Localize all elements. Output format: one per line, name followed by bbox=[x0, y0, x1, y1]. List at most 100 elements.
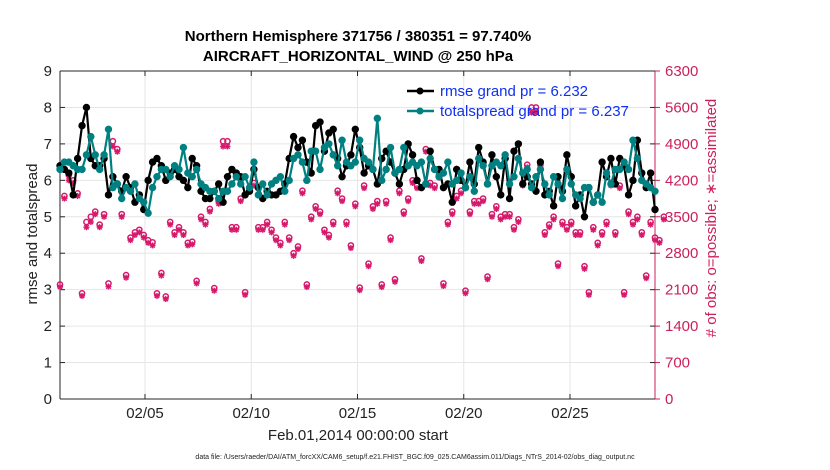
obs-assimilated-point bbox=[449, 211, 456, 218]
obs-assimilated-stroke bbox=[321, 229, 328, 236]
obs-assimilated-stroke bbox=[83, 224, 90, 230]
obs-assimilated-stroke bbox=[348, 245, 354, 251]
rmse-point bbox=[360, 169, 368, 177]
obs-assimilated-point bbox=[123, 274, 130, 281]
totalspread-point bbox=[250, 158, 258, 166]
rmse-point bbox=[316, 118, 324, 126]
obs-assimilated-stroke bbox=[511, 227, 517, 233]
rmse-point bbox=[144, 176, 152, 185]
obs-assimilated-stroke bbox=[387, 237, 394, 243]
obs-assimilated-point bbox=[387, 237, 394, 244]
totalspread-point bbox=[241, 172, 249, 181]
totalspread-point bbox=[585, 183, 593, 192]
totalspread-point bbox=[444, 158, 452, 166]
obs-assimilated-point bbox=[312, 205, 319, 212]
obs-assimilated-point bbox=[61, 195, 68, 202]
obs-assimilated-point bbox=[625, 211, 632, 218]
obs-assimilated-point bbox=[660, 216, 667, 223]
obs-assimilated-point bbox=[264, 221, 271, 228]
obs-assimilated-point bbox=[334, 190, 341, 197]
rmse-point bbox=[571, 202, 580, 210]
legend-item-rmse: rmse grand pr = 6.232 bbox=[407, 83, 588, 100]
y-axis-right-label: # of obs: o=possible; ∗=assimilated bbox=[703, 99, 720, 338]
rmse-point bbox=[329, 125, 337, 134]
totalspread-point bbox=[87, 132, 95, 141]
totalspread-point bbox=[536, 165, 545, 174]
obs-assimilated-point bbox=[281, 221, 288, 228]
obs-assimilated-point bbox=[497, 216, 504, 223]
obs-assimilated-stroke bbox=[295, 246, 301, 252]
obs-assimilated-point bbox=[462, 290, 469, 297]
obs-assimilated-point bbox=[506, 213, 513, 220]
obs-assimilated-stroke bbox=[110, 143, 116, 150]
obs-assimilated-stroke bbox=[634, 216, 641, 223]
legend: rmse grand pr = 6.232 totalspread grand p… bbox=[407, 83, 629, 120]
obs-assimilated-stroke bbox=[198, 216, 204, 223]
x-tick-label: 02/05 bbox=[126, 405, 164, 422]
chart-title-line-2: AIRCRAFT_HORIZONTAL_WIND @ 250 hPa bbox=[203, 48, 514, 65]
obs-assimilated-stroke bbox=[427, 182, 433, 189]
y-right-tick-label: 0 bbox=[665, 391, 673, 408]
totalspread-point bbox=[95, 165, 104, 174]
obs-assimilated-stroke bbox=[299, 190, 306, 197]
obs-assimilated-stroke bbox=[202, 221, 209, 228]
obs-assimilated-stroke bbox=[493, 206, 500, 212]
obs-assimilated-point bbox=[158, 272, 165, 279]
rmse-point bbox=[651, 205, 659, 214]
obs-assimilated-point bbox=[131, 232, 138, 238]
obs-assimilated-point bbox=[546, 224, 553, 231]
obs-assimilated-point bbox=[383, 200, 390, 207]
obs-assimilated-stroke bbox=[114, 149, 120, 155]
totalspread-point bbox=[479, 162, 487, 170]
obs-assimilated-stroke bbox=[418, 258, 425, 264]
obs-assimilated-stroke bbox=[171, 232, 178, 238]
obs-assimilated-point bbox=[237, 198, 244, 205]
obs-assimilated-point bbox=[343, 221, 350, 228]
obs-assimilated-stroke bbox=[625, 211, 632, 217]
rmse-point bbox=[607, 154, 615, 163]
obs-assimilated-stroke bbox=[361, 185, 367, 191]
obs-assimilated-point bbox=[233, 226, 240, 233]
obs-assimilated-point bbox=[643, 275, 650, 282]
obs-assimilated-point bbox=[153, 292, 160, 299]
obs-assimilated-point bbox=[193, 280, 200, 287]
totalspread-point bbox=[188, 172, 196, 181]
obs-assimilated-stroke bbox=[489, 214, 495, 220]
obs-assimilated-point bbox=[303, 284, 310, 291]
obs-assimilated-stroke bbox=[639, 232, 645, 238]
totalspread-point bbox=[594, 191, 602, 199]
obs-assimilated-point bbox=[621, 291, 628, 298]
obs-assimilated-point bbox=[541, 232, 548, 238]
totalspread-point bbox=[523, 165, 531, 174]
obs-assimilated-stroke bbox=[555, 263, 561, 269]
totalspread-point bbox=[395, 165, 404, 174]
obs-assimilated-stroke bbox=[268, 229, 275, 236]
obs-assimilated-point bbox=[330, 221, 337, 228]
obs-assimilated-stroke bbox=[484, 276, 491, 282]
obs-assimilated-stroke bbox=[458, 190, 464, 197]
totalspread-point bbox=[514, 154, 523, 163]
obs-assimilated-point bbox=[224, 143, 231, 150]
obs-assimilated-point bbox=[184, 242, 191, 249]
totalspread-point bbox=[457, 169, 465, 177]
obs-assimilated-point bbox=[612, 232, 619, 238]
totalspread-point bbox=[505, 180, 514, 188]
totalspread-point bbox=[475, 154, 483, 163]
obs-assimilated-stroke bbox=[542, 232, 548, 238]
obs-assimilated-point bbox=[458, 190, 465, 197]
y-left-tick-label: 6 bbox=[44, 172, 52, 189]
obs-assimilated-point bbox=[510, 226, 517, 233]
obs-assimilated-point bbox=[167, 221, 174, 228]
rmse-point bbox=[624, 191, 633, 199]
legend-item-totalspread: totalspread grand pr = 6.237 bbox=[407, 103, 629, 120]
obs-assimilated-stroke bbox=[242, 292, 248, 298]
totalspread-point bbox=[430, 165, 439, 174]
rmse-point bbox=[519, 180, 527, 188]
y-right-tick-label: 5600 bbox=[665, 99, 698, 116]
obs-assimilated-stroke bbox=[528, 109, 535, 116]
obs-assimilated-point bbox=[480, 198, 487, 205]
totalspread-point bbox=[470, 187, 478, 195]
obs-assimilated-stroke bbox=[145, 240, 151, 246]
totalspread-point bbox=[223, 187, 232, 195]
